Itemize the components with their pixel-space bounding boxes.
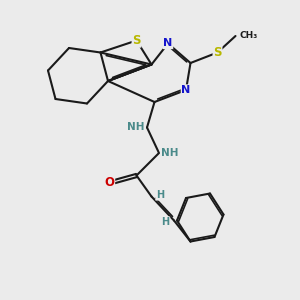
Text: N: N: [182, 85, 190, 95]
Text: NH: NH: [160, 148, 178, 158]
Text: CH₃: CH₃: [240, 32, 258, 40]
Text: O: O: [104, 176, 115, 190]
Text: N: N: [164, 38, 172, 49]
Text: H: H: [156, 190, 164, 200]
Text: S: S: [132, 34, 141, 47]
Text: NH: NH: [127, 122, 144, 133]
Text: H: H: [161, 217, 170, 227]
Text: S: S: [213, 46, 222, 59]
